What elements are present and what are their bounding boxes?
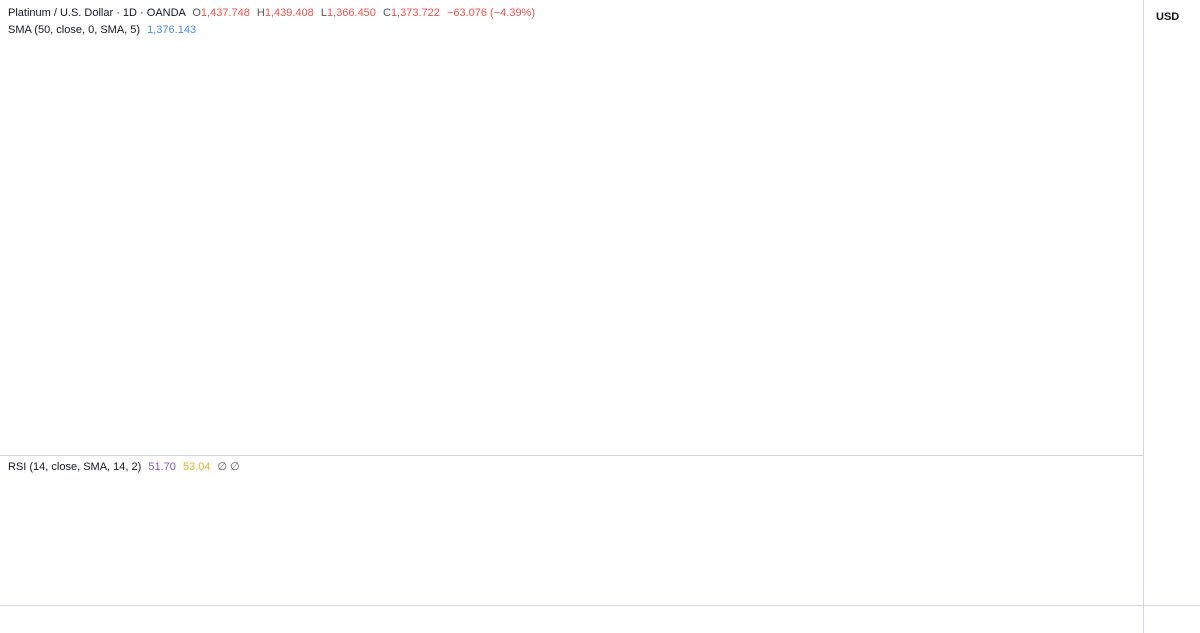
chart-title: Platinum / U.S. Dollar · 1D · OANDA xyxy=(8,7,187,19)
rsi-title: RSI (14, close, SMA, 14, 2) xyxy=(8,461,141,473)
change: −63.076 (−4.39%) xyxy=(447,7,535,19)
chart-header: Platinum / U.S. Dollar · 1D · OANDA O1,4… xyxy=(8,7,535,19)
ohlc-prefix: C xyxy=(383,7,391,19)
axis-unit: USD xyxy=(1156,11,1179,23)
ohlc-value: 1,439.408 xyxy=(265,7,314,19)
rsi-sma-value: 53.04 xyxy=(183,461,211,473)
rsi-legend: RSI (14, close, SMA, 14, 2) 51.70 53.04 … xyxy=(8,461,240,473)
ohlc-prefix: O xyxy=(192,7,201,19)
ohlc-value: 1,366.450 xyxy=(327,7,376,19)
sma-value: 1,376.143 xyxy=(147,24,196,36)
ohlc-prefix: H xyxy=(257,7,265,19)
ohlc-value: 1,437.748 xyxy=(201,7,250,19)
ohlc-prefix: L xyxy=(321,7,327,19)
rsi-value: 51.70 xyxy=(148,461,176,473)
sma-name: SMA (50, close, 0, SMA, 5) xyxy=(8,24,140,36)
rsi-extra: ∅ ∅ xyxy=(218,461,240,473)
ohlc-value: 1,373.722 xyxy=(391,7,440,19)
sma-legend: SMA (50, close, 0, SMA, 5) 1,376.143 xyxy=(8,24,196,36)
